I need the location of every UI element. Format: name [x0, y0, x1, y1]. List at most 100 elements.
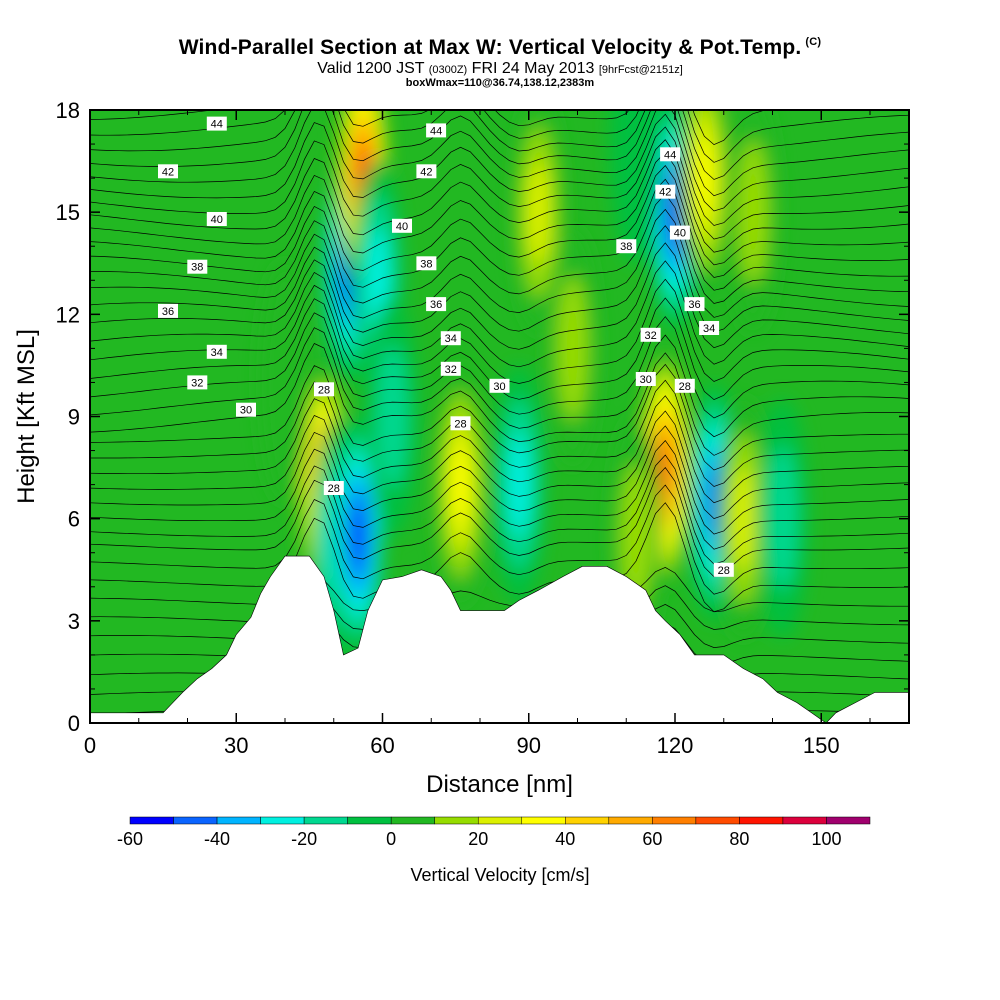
chart-title-unit: (C) — [805, 36, 822, 48]
y-tick-label: 6 — [68, 507, 80, 532]
isentrope-line-35 — [90, 110, 909, 180]
colorbar-tick-label: -40 — [204, 829, 230, 849]
chart-title-text: Wind-Parallel Section at Max W: Vertical… — [178, 36, 802, 59]
isentrope-label-bg — [684, 297, 705, 312]
isentrope-label-text: 30 — [493, 381, 505, 393]
colorbar-segment-7 — [434, 816, 479, 825]
isentrope-label-bg — [206, 116, 227, 131]
terrain — [90, 555, 909, 723]
isentrope-label-text: 42 — [659, 187, 671, 199]
isentrope-label-bg — [489, 378, 510, 393]
isentrope-label-bg — [187, 375, 208, 390]
velocity-cell-8-level-3 — [527, 160, 550, 264]
isentrope-line-37 — [90, 110, 770, 146]
colorbar-tick-label: 60 — [642, 829, 662, 849]
isentrope-label-21: 40 — [669, 225, 690, 240]
isentrope-label-28: 28 — [713, 562, 734, 577]
isentrope-label-text: 32 — [191, 377, 203, 389]
isentrope-label-13: 38 — [416, 256, 437, 271]
isentrope-label-bg — [440, 361, 461, 376]
isentrope-label-0: 44 — [206, 116, 227, 131]
isentrope-label-text: 38 — [191, 262, 203, 274]
isentrope-line-24 — [90, 225, 909, 333]
isentrope-labels: 4442403836343230282844424038363432302844… — [158, 116, 734, 577]
isentrope-label-6: 32 — [187, 375, 208, 390]
isentrope-label-22: 38 — [616, 239, 637, 254]
plot-area: 4442403836343230282844424038363432302844… — [90, 110, 909, 723]
isentrope-label-bg — [158, 303, 178, 318]
velocity-cell-10-level-2 — [620, 463, 652, 608]
colorbar-segment-4 — [303, 816, 348, 825]
isentrope-label-text: 44 — [211, 119, 223, 131]
isentrope-line-30 — [90, 139, 909, 253]
chart-subtitle: Valid 1200 JST (0300Z) FRI 24 May 2013 [… — [0, 60, 1000, 78]
isentrope-line-18 — [90, 327, 909, 438]
isentrope-label-8: 28 — [314, 382, 334, 397]
isentrope-label-bg — [655, 184, 676, 199]
isentrope-label-bg — [416, 256, 437, 271]
y-tick-label: 18 — [56, 98, 80, 123]
velocity-cell-20-level-1 — [259, 262, 311, 503]
isentrope-label-11: 42 — [416, 164, 437, 179]
isentrope-label-bg — [416, 164, 437, 179]
colorbar-segment-10 — [565, 816, 610, 825]
isentrope-label-bg — [206, 212, 227, 226]
isentrope-label-bg — [426, 123, 447, 138]
colorbar-tick-label: -20 — [291, 829, 317, 849]
isentrope-label-bg — [440, 331, 461, 346]
y-tick-label: 15 — [56, 200, 80, 225]
valid-time: Valid 1200 JST — [317, 60, 425, 77]
isentrope-label-bg — [314, 382, 334, 397]
isentrope-label-bg — [450, 416, 471, 431]
velocity-cell-19-level-2 — [737, 140, 769, 285]
colorbar-segment-12 — [652, 816, 697, 825]
isentrope-label-bg — [699, 321, 720, 335]
y-tick-label: 0 — [68, 711, 80, 736]
velocity-cell-12-level-3 — [732, 467, 755, 571]
isentrope-label-text: 42 — [420, 166, 432, 178]
isentrope-label-text: 32 — [445, 364, 457, 376]
isentrope-label-bg — [660, 147, 681, 162]
y-tick-label: 12 — [56, 302, 80, 327]
isentrope-line-6 — [90, 567, 909, 613]
chart-title: Wind-Parallel Section at Max W: Vertical… — [0, 36, 1000, 60]
valid-date: FRI 24 May 2013 — [471, 60, 595, 77]
isentrope-label-text: 36 — [162, 306, 174, 318]
isentrope-label-10: 44 — [426, 123, 447, 138]
colorbar-tick-label: 80 — [729, 829, 749, 849]
isentrope-label-text: 40 — [211, 214, 223, 226]
colorbar-tick-label: 20 — [468, 829, 488, 849]
colorbar-segment-2 — [216, 816, 261, 825]
isentrope-label-3: 38 — [187, 259, 208, 274]
isentrope-label-20: 42 — [655, 184, 676, 199]
isentrope-label-1: 42 — [158, 164, 178, 179]
isentrope-line-15 — [90, 379, 909, 487]
colorbar-segment-14 — [739, 816, 784, 825]
velocity-cell-6-level-4 — [451, 444, 470, 525]
isentrope-label-text: 28 — [328, 483, 340, 495]
isentrope-label-text: 38 — [420, 258, 432, 270]
colorbar-title: Vertical Velocity [cm/s] — [410, 865, 589, 885]
velocity-cell-13-level-2 — [766, 446, 798, 591]
isentrope-label-bg — [392, 218, 412, 233]
isentrope-label-bg — [669, 225, 690, 240]
isentrope-label-bg — [426, 297, 447, 312]
isentrope-label-bg — [236, 402, 256, 417]
isentrope-label-15: 34 — [440, 331, 461, 346]
isentrope-label-bg — [206, 344, 227, 359]
isentrope-line-16 — [90, 363, 909, 471]
isentrope-label-text: 28 — [718, 565, 730, 577]
isentrope-label-14: 36 — [426, 297, 447, 312]
y-axis-label: Height [Kft MSL] — [13, 329, 40, 504]
isentrope-label-text: 44 — [664, 149, 676, 161]
isentrope-label-text: 30 — [640, 374, 652, 386]
isentrope-line-11 — [90, 440, 909, 550]
isentrope-line-22 — [90, 260, 909, 368]
isentrope-label-text: 36 — [430, 299, 442, 311]
isentrope-label-26: 30 — [635, 372, 656, 386]
isentrope-label-bg — [323, 481, 344, 495]
isentrope-label-text: 32 — [644, 330, 656, 342]
isentrope-label-9: 28 — [323, 481, 344, 495]
isentrope-label-19: 44 — [660, 147, 681, 162]
isentrope-label-18: 28 — [450, 416, 471, 431]
